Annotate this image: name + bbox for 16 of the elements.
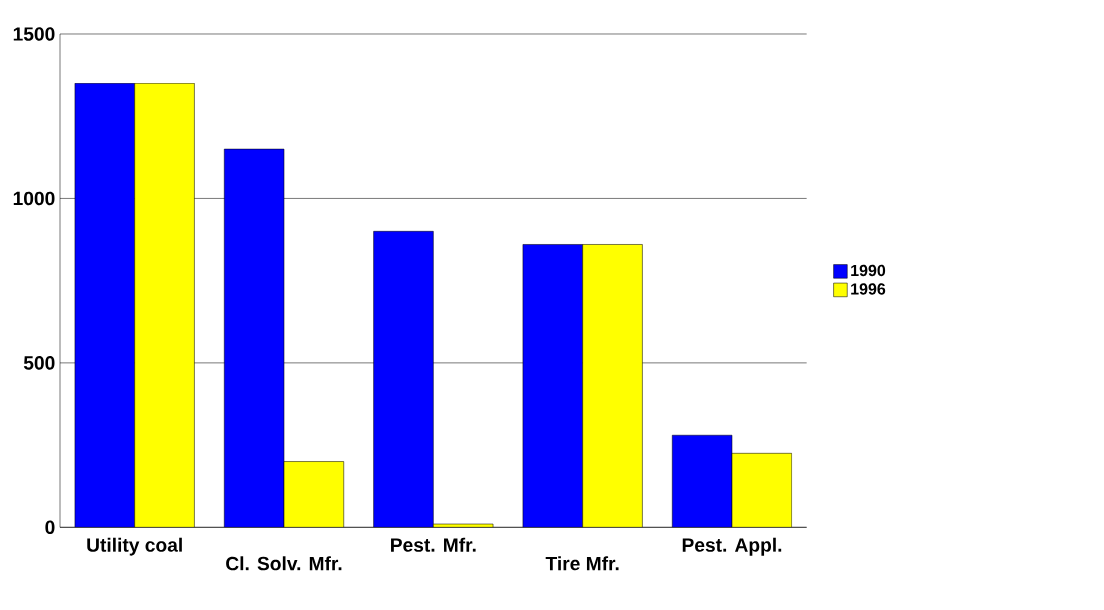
x-tick-label: Pest. Mfr. — [391, 537, 476, 552]
y-tick-label: 1500 — [13, 27, 55, 41]
y-tick-label: 500 — [23, 356, 55, 370]
bar — [522, 244, 583, 528]
y-tick-label: 0 — [45, 520, 55, 535]
x-tick-label: Tire Mfr. — [545, 556, 619, 571]
legend-label: 1990 — [851, 264, 886, 277]
x-tick-label: Utility coal — [87, 537, 182, 556]
x-tick-label: Pest. Appl. — [682, 537, 782, 556]
x-tick-label: Cl. Solv. Mfr. — [226, 556, 342, 571]
bar — [373, 231, 434, 528]
y-tick-label: 1000 — [13, 191, 55, 206]
bar — [672, 434, 733, 528]
bar — [74, 83, 135, 528]
legend-label: 1996 — [851, 283, 886, 295]
bar — [224, 148, 285, 528]
